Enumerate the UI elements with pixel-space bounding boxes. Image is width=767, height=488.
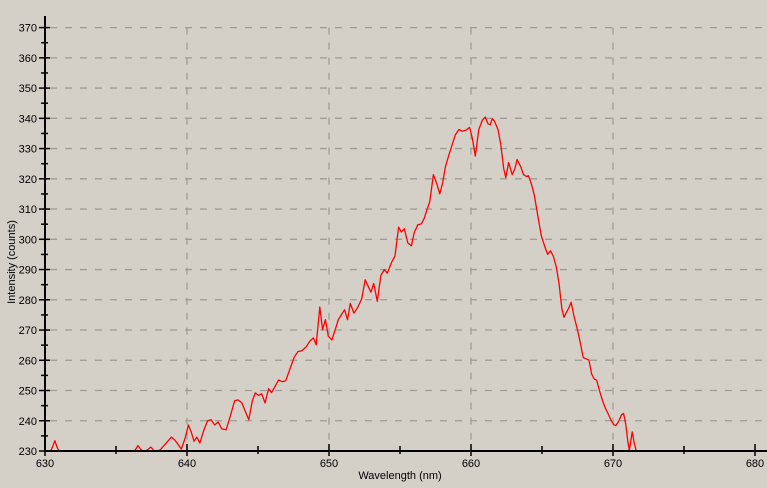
y-tick-label: 300 [19,234,37,246]
y-tick-label: 370 [19,23,37,35]
y-tick-label: 320 [19,174,37,186]
y-tick-label: 270 [19,325,37,337]
y-tick-label: 310 [19,204,37,216]
x-axis-title: Wavelength (nm) [358,470,442,482]
grid-lines [50,26,767,450]
x-tick-label: 670 [604,458,622,470]
spectrum-line [44,116,643,452]
y-tick-label: 280 [19,295,37,307]
y-tick-label: 360 [19,53,37,65]
y-tick-label: 330 [19,144,37,156]
y-axis-title: Intensity (counts) [6,220,18,304]
x-tick-label: 660 [462,458,480,470]
series [44,116,643,452]
x-tick-label: 680 [746,458,764,470]
x-tick-label: 640 [178,458,196,470]
x-tick-label: 630 [36,458,54,470]
y-tick-label: 290 [19,265,37,277]
y-tick-label: 230 [19,446,37,458]
y-tick-label: 250 [19,386,37,398]
y-tick-label: 350 [19,83,37,95]
y-tick-label: 340 [19,113,37,125]
x-tick-label: 650 [320,458,338,470]
tick-labels: 630 640 650 660 670 680 230 240 250 260 270 280 290 3… [19,23,765,470]
axes [39,16,767,456]
y-tick-label: 240 [19,416,37,428]
y-tick-label: 260 [19,355,37,367]
